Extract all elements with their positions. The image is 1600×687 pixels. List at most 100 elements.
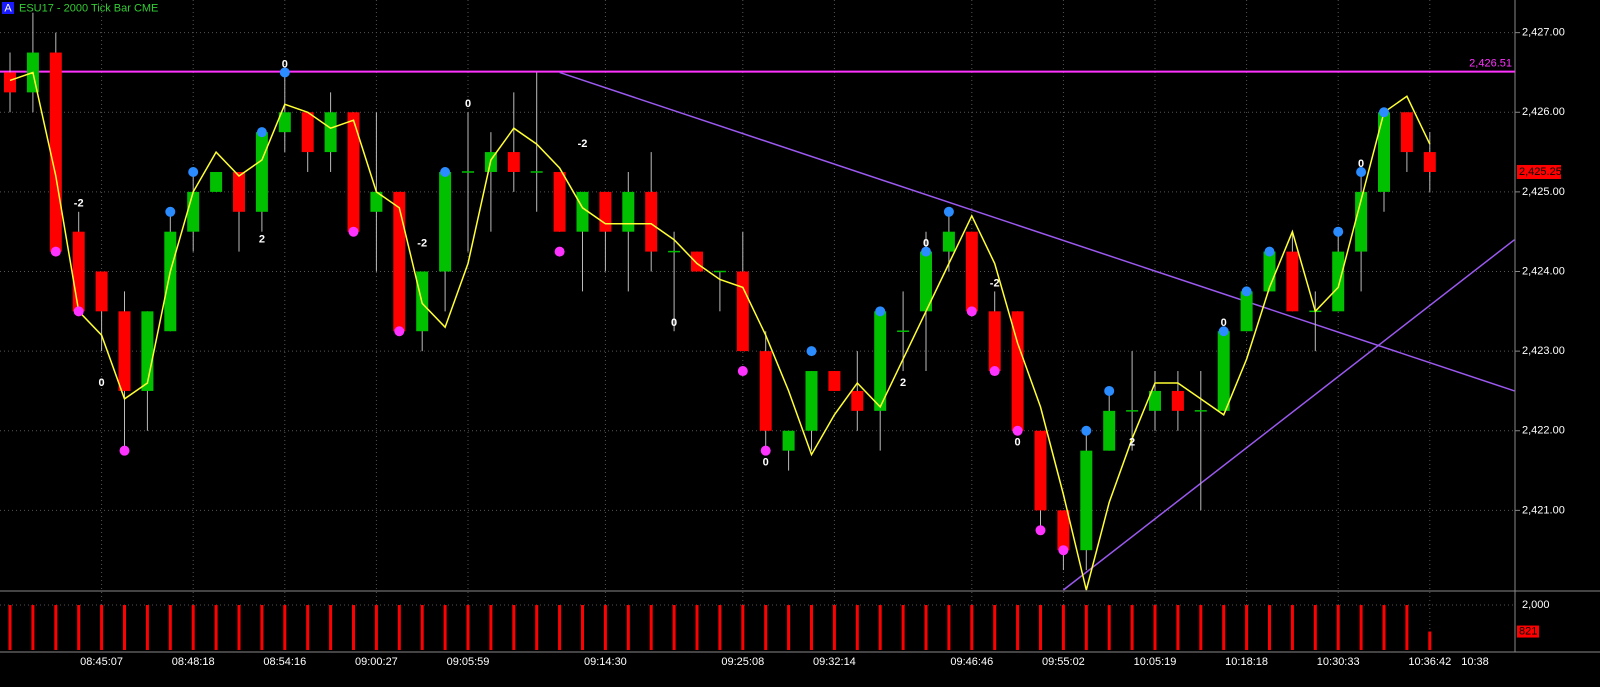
candle-body [4, 72, 16, 93]
candle-body [301, 112, 314, 153]
y-tick-label: 2,427.00 [1522, 27, 1565, 39]
x-tick-label: 10:05:19 [1134, 656, 1177, 668]
pivot-dot [760, 445, 771, 456]
candle-body [278, 112, 291, 133]
volume-bar [1153, 605, 1157, 650]
volume-bar [306, 605, 310, 650]
candle-body [576, 191, 589, 232]
x-tick-label: 08:48:18 [172, 656, 215, 668]
x-tick-label: 09:05:59 [447, 656, 490, 668]
volume-bar [123, 605, 126, 650]
volume-bar [1130, 605, 1134, 650]
volume-bar [1313, 605, 1317, 650]
candle-body [507, 152, 520, 172]
volume-bar [1336, 605, 1340, 650]
x-tick-label: 09:55:02 [1042, 656, 1085, 668]
annotation: 2 [900, 377, 906, 389]
candle-body [599, 191, 612, 232]
pivot-dot [875, 306, 886, 317]
annotation: 0 [282, 58, 288, 70]
volume-bar [443, 605, 447, 650]
x-tick-label: 08:54:16 [263, 656, 306, 668]
x-tick-label: 10:36:42 [1408, 656, 1451, 668]
volume-bar [924, 605, 928, 650]
candle-body [95, 271, 108, 312]
y-tick-label: 2,424.00 [1522, 265, 1565, 277]
x-tick-label: 08:45:07 [80, 656, 123, 668]
volume-bar [626, 605, 630, 650]
y-tick-label: 2,425.00 [1522, 186, 1565, 198]
volume-bar [901, 605, 905, 650]
volume-bar [1428, 631, 1432, 650]
candle-body [393, 191, 406, 332]
candle-body [805, 371, 818, 431]
candle-body [347, 112, 360, 232]
pivot-dot [394, 326, 405, 337]
candle-body [782, 430, 795, 451]
volume-bar [695, 605, 699, 650]
volume-bar [352, 605, 355, 650]
pivot-dot [50, 246, 61, 257]
volume-bar [214, 605, 218, 650]
volume-bar [1199, 605, 1203, 650]
indicator-line [9, 71, 1431, 591]
pivot-dot [256, 127, 267, 138]
annotation: 0 [1221, 317, 1227, 329]
volume-bar [718, 605, 722, 650]
annotation: -2 [578, 138, 588, 150]
volume-bar [1061, 605, 1065, 650]
volume-bar [329, 605, 333, 650]
candle-body [1149, 390, 1161, 411]
candle-body [370, 191, 383, 212]
volume-bar [1084, 605, 1088, 650]
candle-body [164, 231, 177, 332]
badge: A [4, 2, 12, 14]
candle-body [1057, 510, 1070, 551]
volume-bar [787, 605, 791, 650]
pivot-dot [1081, 425, 1092, 436]
pivot-dot [1333, 226, 1344, 237]
pivot-dot [989, 366, 1000, 377]
reference-label: 2,426.51 [1469, 58, 1512, 70]
candle-body [988, 311, 1001, 372]
candle-body [1332, 251, 1345, 312]
volume-bar [420, 605, 424, 650]
annotation: 0 [99, 377, 105, 389]
annotation: 2 [259, 234, 265, 246]
candle-body [118, 311, 131, 391]
pivot-dot [921, 246, 931, 257]
volume-bar [397, 605, 401, 650]
volume-bar [191, 605, 195, 650]
annotation: 0 [1015, 437, 1021, 449]
y-tick-label: 2,000 [1522, 599, 1550, 611]
volume-bar [672, 605, 676, 650]
candle-body [874, 311, 887, 411]
volume-bar [512, 605, 516, 650]
candle-body [1355, 191, 1368, 252]
pivot-dot [440, 166, 451, 177]
y-tick-label: 2,426.00 [1522, 106, 1565, 118]
candle-body [1171, 390, 1184, 411]
candle-body [187, 191, 200, 232]
volume-bar [1222, 605, 1226, 650]
volume-bar [810, 605, 813, 650]
candle-body [920, 251, 932, 312]
candle-body [828, 371, 841, 391]
trend-line [559, 71, 1515, 392]
candle-body [49, 52, 62, 252]
pivot-dot [806, 346, 817, 357]
pivot-dot [966, 306, 977, 317]
pivot-dot [943, 206, 954, 217]
volume-bar [558, 605, 562, 650]
volume-bar [260, 605, 264, 650]
volume-label-box [1517, 625, 1539, 638]
y-tick-label: 2,423.00 [1522, 345, 1565, 357]
y-tick-label: 2,421.00 [1522, 504, 1565, 516]
pivot-dot [1012, 425, 1023, 436]
volume-bar [1268, 605, 1271, 650]
pivot-dot [188, 166, 199, 177]
volume-bar [77, 605, 81, 650]
candle-body [72, 231, 85, 312]
y-tick-label: 2,422.00 [1522, 425, 1565, 437]
x-tick-label: 09:00:27 [355, 656, 398, 668]
